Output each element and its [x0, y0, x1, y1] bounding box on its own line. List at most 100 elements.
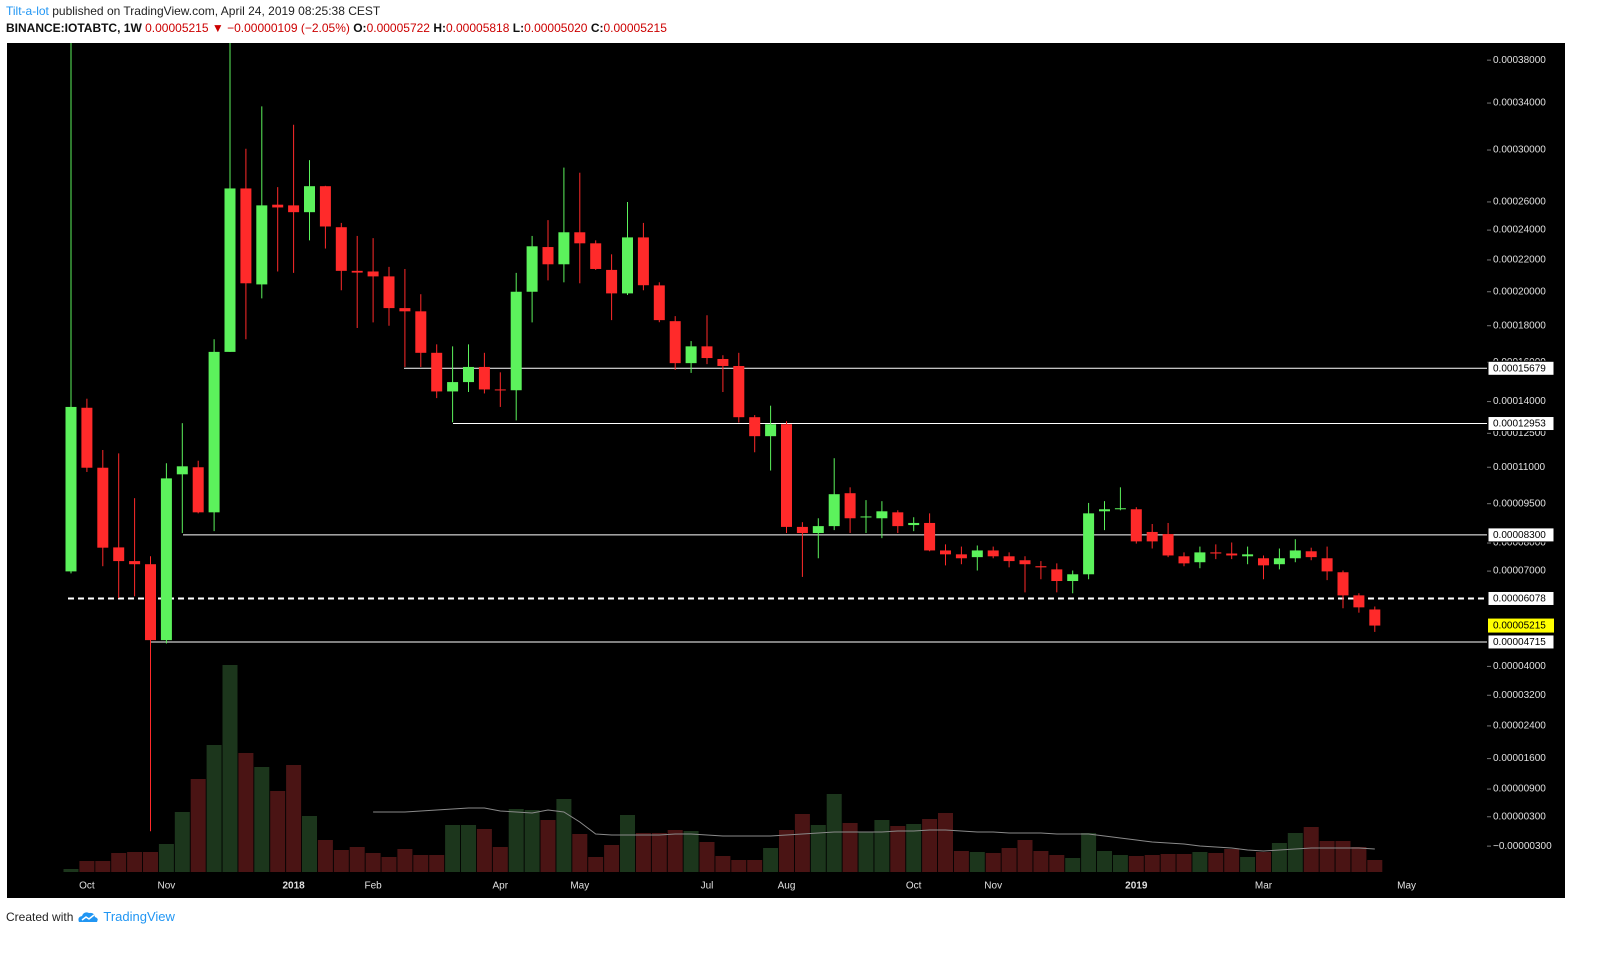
candle-body	[351, 270, 363, 273]
candle-body	[955, 554, 967, 559]
candle-body	[304, 186, 315, 213]
candle-body	[1321, 558, 1333, 572]
candle-body	[1178, 556, 1190, 564]
volume-bar	[1303, 827, 1319, 872]
candle-body	[176, 466, 188, 475]
candle-body	[129, 561, 141, 565]
volume-bar	[874, 820, 890, 872]
y-tick-label: 0.00000900	[1493, 784, 1546, 795]
y-tick-label: 0.00024000	[1493, 225, 1546, 236]
candle-body	[1210, 552, 1222, 554]
volume-bar	[1001, 848, 1017, 872]
arrow: ▼	[211, 21, 224, 35]
volume-bar	[286, 765, 302, 872]
volume-bar	[492, 847, 508, 872]
header-line: Tilt-a-lot published on TradingView.com,…	[6, 4, 380, 18]
candle-body	[288, 205, 300, 213]
candle-body	[208, 351, 220, 513]
price-label-box	[1487, 634, 1555, 650]
volume-bar	[111, 853, 127, 872]
candle-body	[940, 550, 951, 555]
candle-body	[1369, 609, 1381, 626]
volume-bar	[1256, 852, 1271, 872]
volume-bar	[969, 852, 985, 872]
candle-body	[622, 237, 633, 294]
volume-bar	[1081, 833, 1097, 872]
volume-bar	[524, 810, 540, 872]
y-tick-label: 0.00012500	[1493, 428, 1546, 439]
volume-bar	[858, 832, 874, 872]
x-tick-label: May	[570, 881, 589, 892]
volume-bar	[174, 812, 190, 872]
volume-bar	[922, 819, 938, 872]
volume-bar	[79, 861, 95, 872]
candle-body	[908, 522, 920, 526]
volume-bar	[890, 826, 906, 872]
volume-bar	[1208, 853, 1224, 872]
volume-bar	[1319, 841, 1335, 872]
x-tick-label: Feb	[364, 881, 382, 892]
volume-bar	[1049, 855, 1065, 872]
volume-bar	[254, 767, 270, 872]
volume-bar	[1017, 840, 1033, 872]
volume-bar	[349, 847, 365, 872]
y-tick-label: 0.00020000	[1493, 286, 1546, 297]
candles	[65, 43, 1381, 832]
volume-bar	[1367, 860, 1383, 872]
volume-bar	[365, 853, 381, 872]
candle-body	[1162, 534, 1174, 556]
candle-body	[399, 308, 411, 312]
candle-body	[478, 366, 490, 390]
volume-bar	[540, 820, 556, 872]
volume-bar	[445, 825, 461, 872]
candle-body	[987, 550, 999, 557]
volume-bar	[620, 815, 635, 872]
volume-bar	[508, 809, 524, 872]
volume-bar	[1065, 858, 1081, 872]
author[interactable]: Tilt-a-lot	[6, 4, 49, 18]
candle-body	[224, 188, 236, 352]
candle-body	[1019, 560, 1031, 565]
brand[interactable]: TradingView	[103, 909, 175, 924]
volume-bar	[683, 831, 699, 872]
h-label: H:	[433, 21, 446, 35]
volume-bar	[794, 814, 810, 872]
change: −0.00000109 (−2.05%)	[227, 21, 350, 35]
y-tick-label: −0.00000300	[1493, 841, 1552, 852]
volume-bar	[1176, 854, 1192, 872]
volume-bar	[1097, 851, 1112, 872]
y-tick-label: 0.00007000	[1493, 566, 1546, 577]
candle-body	[574, 232, 586, 244]
candle-body	[685, 346, 697, 364]
candle-body	[1003, 556, 1015, 562]
volume-bar	[270, 791, 286, 872]
y-tick-label: 0.00018000	[1493, 320, 1546, 331]
price-label-box	[1487, 590, 1555, 606]
price-label: 0.00004715	[1493, 637, 1546, 648]
volume-bar	[1112, 855, 1128, 872]
candle-body	[1146, 531, 1158, 542]
candle-body	[717, 358, 729, 366]
volume-bar	[190, 779, 206, 872]
candle-body	[828, 494, 840, 527]
volume-bar	[747, 860, 763, 872]
candle-body	[637, 237, 649, 286]
candle-body	[542, 247, 554, 265]
c-label: C:	[590, 21, 604, 35]
y-tick-label: 0.00034000	[1493, 98, 1546, 109]
last-price-box	[1488, 618, 1554, 633]
candle-body	[606, 269, 618, 294]
volume-bar	[1160, 854, 1176, 872]
candle-body	[860, 516, 872, 518]
x-tick-label: Nov	[158, 881, 176, 892]
y-tick-label: 0.00022000	[1493, 255, 1546, 266]
y-tick-label: 0.00014000	[1493, 396, 1546, 407]
y-tick-label: 0.00038000	[1493, 55, 1546, 66]
candle-body	[526, 246, 538, 292]
volume-bar	[715, 856, 731, 872]
candle-body	[240, 188, 252, 284]
volume-bar	[810, 825, 826, 872]
candle-body	[113, 547, 125, 562]
candle-body	[1051, 569, 1063, 582]
x-tick-label: 2019	[1125, 881, 1148, 892]
